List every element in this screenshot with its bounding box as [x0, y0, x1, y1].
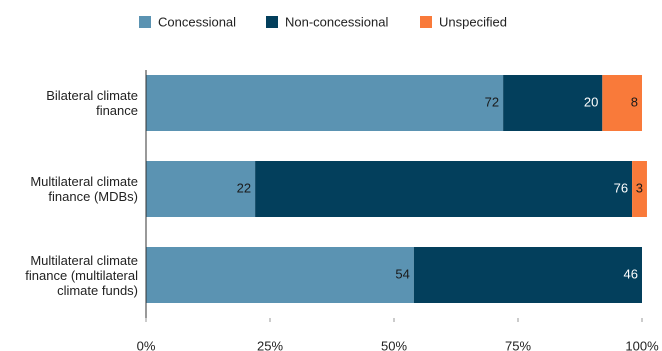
data-label: 72 — [485, 94, 499, 109]
data-label: 3 — [636, 180, 643, 195]
legend-swatch — [420, 16, 432, 28]
x-tick-label: 75% — [505, 338, 531, 351]
legend-label: Non-concessional — [285, 14, 388, 29]
bar-segment — [413, 247, 642, 303]
bar-segment — [146, 247, 414, 303]
legend-label: Concessional — [158, 14, 236, 29]
legend-swatch — [266, 16, 278, 28]
category-label: Multilateral climate finance (multilater… — [25, 252, 138, 298]
data-label: 54 — [395, 266, 409, 281]
data-label: 20 — [584, 94, 598, 109]
x-tick-label: 0% — [137, 338, 156, 351]
bar-segment — [146, 75, 504, 131]
legend-swatch — [139, 16, 151, 28]
data-label: 76 — [614, 180, 628, 195]
category-label: Multilateral climate finance (MDBs) — [30, 174, 138, 204]
x-tick-label: 100% — [625, 338, 659, 351]
bar-segment — [146, 161, 256, 217]
x-tick-label: 50% — [381, 338, 407, 351]
data-label: 22 — [237, 180, 251, 195]
bar-segment — [632, 161, 647, 217]
bar-segment — [503, 75, 603, 131]
data-label: 46 — [624, 266, 638, 281]
bar-segment — [602, 75, 642, 131]
x-tick-label: 25% — [257, 338, 283, 351]
legend-label: Unspecified — [439, 14, 507, 29]
bar-segment — [255, 161, 633, 217]
category-label: Bilateral climate finance — [46, 88, 138, 118]
data-label: 8 — [631, 94, 638, 109]
